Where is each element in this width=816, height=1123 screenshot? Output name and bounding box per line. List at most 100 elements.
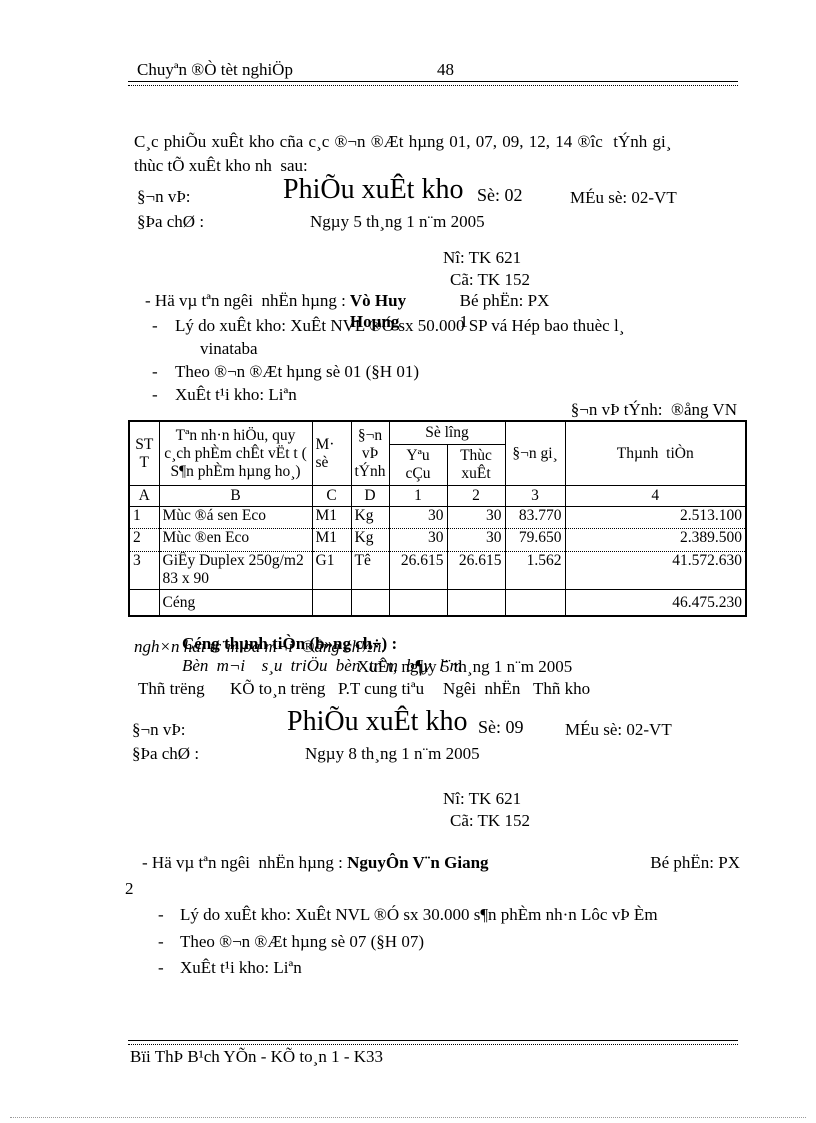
letter-cell: D [350,485,390,507]
cell-amount: 2.513.100 [564,506,747,529]
col-header-stt: STT [128,421,160,486]
form1-bullet-dash-1: - [152,316,158,335]
cell-stt: 1 [128,506,160,529]
cell-qty-required: 30 [388,506,448,529]
form1-bullet-dash-3: - [152,385,158,404]
cell-qty-required: 26.615 [388,551,448,590]
form2-unit-label: §¬n vÞ: [132,720,186,739]
dispatch-table: STT Tªn nh·n hiÖu, quy c¸ch phÈm chÊt vË… [128,420,747,617]
form2-order-line: Theo ®¬n ®Æt hµng sè 07 (§H 07) [180,932,424,951]
footer-rule [128,1040,738,1045]
form1-form-code: MÉu sè: 02-VT [570,188,677,207]
form2-reason-line: Lý do xuÊt kho: XuÊt NVL ®Ó sx 30.000 s¶… [180,905,658,924]
cell-qty-required: 30 [388,528,448,552]
cell-unit-price: 1.562 [504,551,566,590]
form2-department: Bé phËn: PX [650,853,740,872]
cell-name: GiÊy Duplex 250g/m2 83 x 90 [158,551,313,590]
form1-reason-line-1: Lý do xuÊt kho: XuÊt NVL ®Ó sx 50.000 SP… [175,316,625,335]
letter-cell: B [158,485,313,507]
form2-address-label: §Þa chØ : [132,744,200,763]
col-header-code: M· sè [311,421,352,486]
cell-name: Mùc ®en Eco [158,528,313,552]
form1-date: Ngµy 5 th¸ng 1 n¨m 2005 [310,212,485,231]
col-header-amount: Thµnh tiÒn [564,421,747,486]
signature-storekeeper: Thñ kho [533,679,591,698]
form2-credit-account: Cã: TK 152 [450,811,530,830]
form2-debit-account: Nî: TK 621 [443,789,522,808]
form1-unit-label: §¬n vÞ: [137,187,191,206]
header-rule [128,81,738,86]
cell-stt: 3 [128,551,160,590]
cell-empty [128,589,160,616]
col-header-unit: §¬n vÞ tÝnh [350,421,390,486]
col-header-qty-required: Yªu cÇu [388,444,448,486]
letter-cell: 2 [446,485,506,507]
cell-amount: 2.389.500 [564,528,747,552]
form1-bullet-dash-2: - [152,362,158,381]
cell-name: Mùc ®á sen Eco [158,506,313,529]
intro-line-2: thùc tÕ xuÊt kho nh sau: [134,156,308,175]
col-header-name: Tªn nh·n hiÖu, quy c¸ch phÈm chÊt vËt t … [158,421,313,486]
signature-director: Thñ trëng [138,679,205,698]
form2-receiver-name: NguyÔn V¨n Giang [347,853,489,872]
letter-cell: 1 [388,485,448,507]
amount-in-words-text-1: Bèn m¬i s¸u triÖu bèn tr¨m b¶y l¨m [182,655,462,675]
form2-bullet-dash-2: - [158,932,164,951]
form1-reason-line-2: vinataba [200,339,258,358]
form2-receiver-label: - Hä vµ tªn ngêi nhËn hµng : [142,853,348,872]
table-row: 1 Mùc ®á sen Eco M1 Kg 30 30 83.770 2.51… [128,506,747,529]
cell-unit: Tê [350,551,390,590]
form1-order-line: Theo ®¬n ®Æt hµng sè 01 (§H 01) [175,362,419,381]
cell-qty-actual: 26.615 [446,551,506,590]
form1-title: PhiÕu xuÊt kho [283,174,464,205]
form1-receiver-line: - Hä vµ tªn ngêi nhËn hµng : Vò Huy Hoµn… [145,290,562,333]
cell-code: M1 [311,528,352,552]
cell-empty [350,589,390,616]
total-label: Céng [158,589,313,616]
col-header-quantity: Sè lîng [388,421,506,445]
cell-code: M1 [311,506,352,529]
form2-title: PhiÕu xuÊt kho [287,706,468,737]
cell-empty [504,589,566,616]
letter-cell: 4 [564,485,747,507]
running-header-title: Chuyªn ®Ò tèt nghiÖp [137,60,293,79]
bottom-dotted-rule [10,1117,806,1119]
page-number: 48 [437,60,454,79]
form2-bullet-dash-3: - [158,958,164,977]
signature-chief-accountant: KÕ to¸n trëng [230,679,326,698]
amount-in-words-label: Céng thµnh tiÒn (b»ng ch÷) : [182,634,402,654]
signature-supply: P.T cung tiªu [338,679,425,698]
form2-receiver-line: - Hä vµ tªn ngêi nhËn hµng : NguyÔn V¨n … [142,852,740,873]
cell-qty-actual: 30 [446,506,506,529]
form2-number: Sè: 09 [478,717,524,737]
total-amount: 46.475.230 [564,589,747,616]
cell-stt: 2 [128,528,160,552]
letter-cell: A [128,485,160,507]
table-row: 2 Mùc ®en Eco M1 Kg 30 30 79.650 2.389.5… [128,528,747,552]
cell-unit-price: 79.650 [504,528,566,552]
cell-unit: Kg [350,528,390,552]
form2-department-wrap: 2 [125,879,134,898]
letter-cell: C [311,485,352,507]
form1-credit-account: Cã: TK 152 [450,270,530,289]
form1-warehouse-line: XuÊt t¹i kho: Liªn [175,385,297,404]
cell-unit-price: 83.770 [504,506,566,529]
letter-cell: 3 [504,485,566,507]
table-row: 3 GiÊy Duplex 250g/m2 83 x 90 G1 Tê 26.6… [128,551,747,590]
cell-code: G1 [311,551,352,590]
form1-unit-note: §¬n vÞ tÝnh: ®ång VN [570,400,737,419]
amount-in-words-line-1: Céng thµnh tiÒn (b»ng ch÷) : Bèn m¬i s¸u… [165,612,462,697]
intro-line-1: C¸c phiÕu xuÊt kho cña c¸c ®¬n ®Æt hµng … [134,132,672,151]
form1-receiver-name: Vò Huy Hoµng [349,291,411,332]
cell-unit: Kg [350,506,390,529]
col-header-unit-price: §¬n gi¸ [504,421,566,486]
form1-department: Bé phËn: PX 1 [459,291,554,332]
form1-debit-account: Nî: TK 621 [443,248,522,267]
form2-date: Ngµy 8 th¸ng 1 n¨m 2005 [305,744,480,763]
cell-qty-actual: 30 [446,528,506,552]
form1-address-label: §Þa chØ : [137,212,205,231]
cell-amount: 41.572.630 [564,551,747,590]
signoff-date: XuÊt, ngµy 5 th¸ng 1 n¨m 2005 [357,657,573,676]
form2-warehouse-line: XuÊt t¹i kho: Liªn [180,958,302,977]
